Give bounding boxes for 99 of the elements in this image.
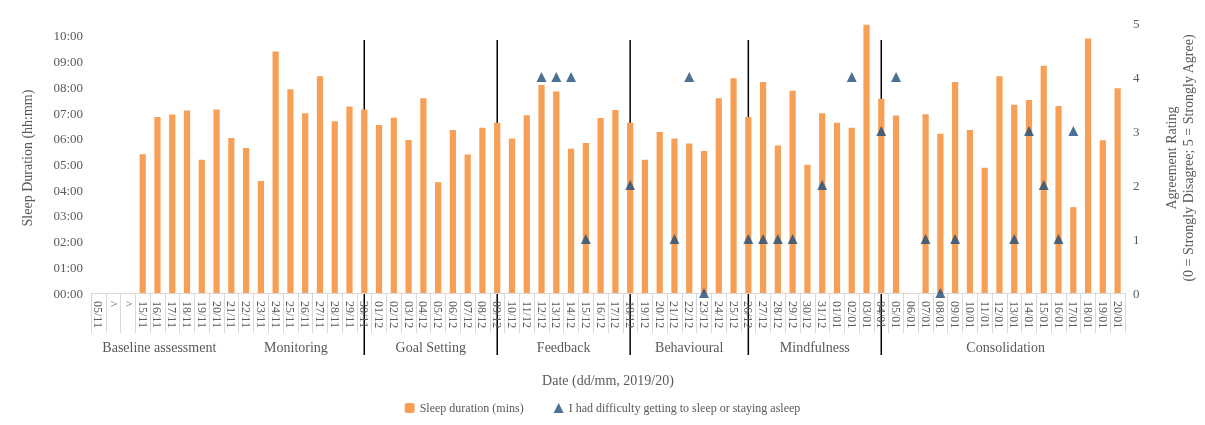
x-tick-label: 05/12 [431, 301, 446, 329]
x-tick-label: ^ [106, 301, 121, 307]
x-tick-label: 08/01 [933, 301, 948, 329]
y2-tick-label: 1 [1133, 231, 1140, 247]
x-tick-label: 24/12 [711, 301, 726, 329]
x-tick-label: 12/01 [992, 301, 1007, 329]
x-tick-label: 26/11 [298, 301, 313, 328]
y-tick-label: 05:00 [53, 156, 83, 172]
x-tick-label: 13/12 [549, 301, 564, 329]
y2-tick-label: 0 [1133, 285, 1140, 301]
x-tick-label: 14/12 [564, 301, 579, 329]
x-tick-label: 19/11 [194, 301, 209, 328]
x-tick-label: 11/12 [519, 301, 534, 328]
x-tick-label: 01/12 [372, 301, 387, 329]
x-tick-label: 18/12 [623, 301, 638, 329]
x-tick-label: 22/12 [682, 301, 697, 329]
x-tick-label: 09/12 [490, 301, 505, 329]
y-tick-label: 01:00 [53, 259, 83, 275]
x-tick-label: 17/12 [608, 301, 623, 329]
x-tick-label: 25/11 [283, 301, 298, 328]
y2-tick-label: 2 [1133, 177, 1140, 193]
y-tick-label: 04:00 [53, 182, 83, 198]
x-tick-label: 16/01 [1051, 301, 1066, 329]
y2-tick-label: 5 [1133, 15, 1140, 31]
x-tick-label: 03/01 [859, 301, 874, 329]
x-tick-label: 02/01 [844, 301, 859, 329]
x-tick-label: 08/12 [475, 301, 490, 329]
text: Monitoring [264, 339, 328, 355]
x-tick-label: 21/12 [667, 301, 682, 329]
x-tick-label: 19/01 [1095, 301, 1110, 329]
x-tick-label: 15/11 [135, 301, 150, 328]
x-tick-label: 02/12 [386, 301, 401, 329]
x-tick-label: 31/12 [815, 301, 830, 329]
x-tick-label: 16/11 [150, 301, 165, 328]
x-tick-label: 21/11 [224, 301, 239, 328]
x-tick-label: 13/01 [1007, 301, 1022, 329]
x-tick-label: 06/12 [445, 301, 460, 329]
x-tick-label: 07/12 [460, 301, 475, 329]
x-tick-label: 15/01 [1036, 301, 1051, 329]
y-tick-label: 06:00 [53, 131, 83, 147]
x-tick-label: 27/12 [756, 301, 771, 329]
x-tick-label: 24/11 [268, 301, 283, 328]
x-tick-label: 11/01 [977, 301, 992, 328]
x-tick-label: 18/01 [1081, 301, 1096, 329]
x-tick-label: 10/01 [962, 301, 977, 329]
y2-tick-label: 3 [1133, 123, 1140, 139]
y-tick-label: 08:00 [53, 79, 83, 95]
x-tick-label: 12/12 [534, 301, 549, 329]
x-tick-label: 22/11 [239, 301, 254, 328]
x-tick-label: 04/12 [416, 301, 431, 329]
x-tick-label: 17/11 [165, 301, 180, 328]
x-tick-label: 14/01 [1021, 301, 1036, 329]
text: Feedback [536, 339, 591, 355]
text: Baseline assessment [102, 339, 217, 355]
x-tick-label: 05/11 [91, 301, 106, 328]
x-tick-label: 30/12 [800, 301, 815, 329]
y-tick-label: 10:00 [53, 28, 83, 44]
x-tick-label: 01/01 [829, 301, 844, 329]
x-tick-label: 06/01 [903, 301, 918, 329]
x-tick-label: 29/11 [342, 301, 357, 328]
x-tick-label: 04/01 [874, 301, 889, 329]
x-tick-label: 09/01 [948, 301, 963, 329]
y2-tick-label: 4 [1133, 69, 1140, 85]
x-tick-label: 17/01 [1066, 301, 1081, 329]
x-tick-label: 29/12 [785, 301, 800, 329]
x-tick-label: 19/12 [637, 301, 652, 329]
text: Behavioural [655, 339, 724, 355]
x-tick-label: 20/12 [652, 301, 667, 329]
y-axis-title: Sleep Duration (hh:mm) [20, 89, 36, 227]
text: Mindfulness [779, 339, 850, 355]
x-tick-label: ^ [120, 301, 135, 307]
x-tick-label: 18/11 [180, 301, 195, 328]
legend-label: I had difficulty getting to sleep or staying asleep [568, 401, 801, 415]
x-tick-label: 20/01 [1110, 301, 1125, 329]
x-tick-label: 30/11 [357, 301, 372, 328]
x-tick-label: 27/11 [312, 301, 327, 328]
x-tick-label: 20/11 [209, 301, 224, 328]
x-tick-label: 25/12 [726, 301, 741, 329]
x-tick-label: 16/12 [593, 301, 608, 329]
legend-label: Sleep duration (mins) [419, 401, 524, 415]
x-tick-label: 28/12 [770, 301, 785, 329]
y-tick-label: 00:00 [53, 285, 83, 301]
x-tick-label: 23/11 [253, 301, 268, 328]
text: Goal Setting [395, 339, 466, 355]
x-tick-label: 23/12 [697, 301, 712, 329]
text: Consolidation [966, 339, 1045, 355]
x-tick-label: 07/01 [918, 301, 933, 329]
x-tick-label: 10/12 [504, 301, 519, 329]
y-tick-label: 07:00 [53, 105, 83, 121]
y-tick-label: 03:00 [53, 208, 83, 224]
x-tick-label: 26/12 [741, 301, 756, 329]
x-tick-label: 15/12 [578, 301, 593, 329]
x-tick-label: 28/11 [327, 301, 342, 328]
x-axis-title: Date (dd/mm, 2019/20) [542, 372, 675, 389]
y2-axis-title: Agreement Rating (0 = Strongly Disagree; 5 = Strongly Agree) [1164, 34, 1197, 282]
x-tick-label: 03/12 [401, 301, 416, 329]
y-tick-label: 02:00 [53, 234, 83, 250]
x-tick-label: 05/01 [889, 301, 904, 329]
y-tick-label: 09:00 [53, 54, 83, 70]
